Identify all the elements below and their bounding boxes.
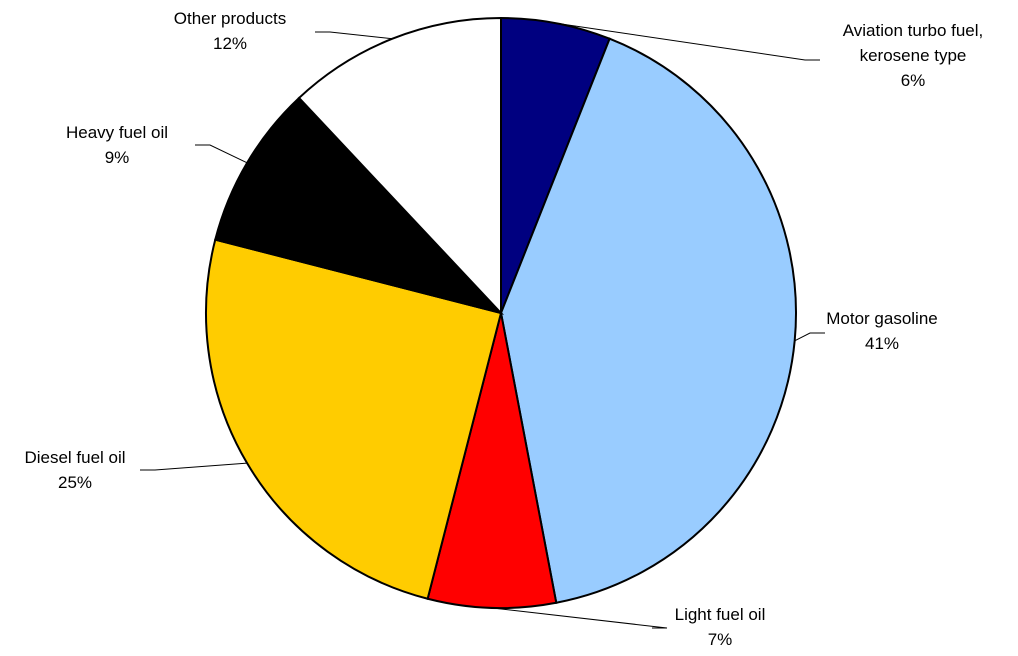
pie-slice-other-products [297, 16, 502, 316]
slice-value-label: 7% [707, 630, 733, 649]
leader-line [315, 31, 393, 40]
slice-label: Aviation turbo fuel, kerosene type 6% [828, 18, 998, 93]
leader-line [195, 144, 248, 164]
slice-label: Motor gasoline 41% [807, 306, 957, 356]
slice-value-label: 9% [104, 148, 130, 167]
leader-lines [140, 22, 825, 629]
slice-label-text: Light fuel oil [674, 605, 766, 624]
pie-slice-light-fuel-oil [426, 312, 558, 609]
leader-line [491, 607, 668, 629]
leader-line [556, 22, 820, 61]
slice-value-label: 41% [864, 334, 900, 353]
slice-value-label: 12% [212, 34, 248, 53]
slice-label-text: kerosene type [859, 46, 967, 65]
slice-label: Light fuel oil 7% [655, 602, 785, 652]
slice-label-text: Other products [173, 9, 287, 28]
slice-label-text: Diesel fuel oil [24, 448, 126, 467]
slice-label: Diesel fuel oil 25% [0, 445, 150, 495]
slice-value-label: 25% [57, 473, 93, 492]
pie-slice-diesel-fuel-oil [205, 238, 503, 600]
leader-line [794, 332, 825, 342]
slice-label-text: Heavy fuel oil [65, 123, 169, 142]
slice-label: Other products 12% [155, 6, 305, 56]
slice-label-text: Motor gasoline [826, 309, 938, 328]
slice-label: Heavy fuel oil 9% [47, 120, 187, 170]
pie-slice-heavy-fuel-oil [214, 96, 505, 315]
slice-value-label: 6% [900, 71, 926, 90]
leader-line [140, 462, 248, 471]
pie-slices [205, 16, 798, 609]
slice-label-text: Aviation turbo fuel, [842, 21, 984, 40]
